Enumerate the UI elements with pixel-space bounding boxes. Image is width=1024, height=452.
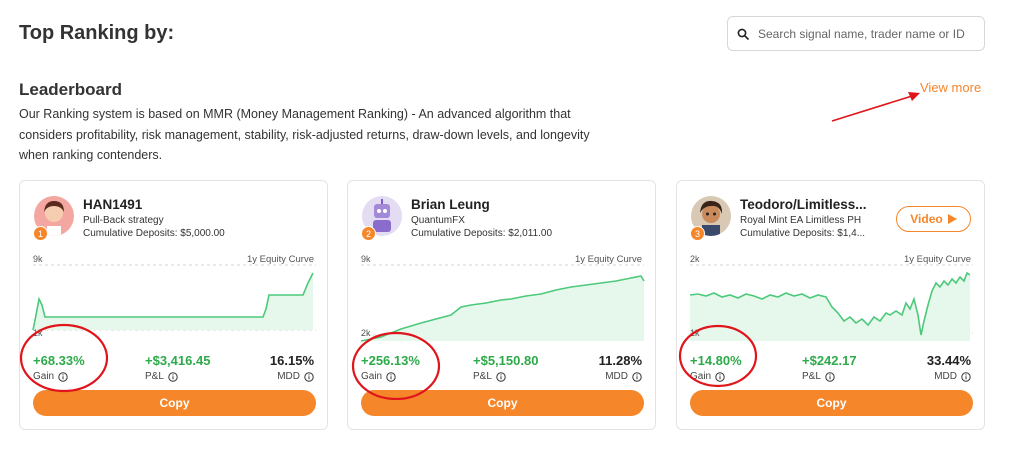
annotation-circle xyxy=(19,323,109,393)
equity-curve-label: 1y Equity Curve xyxy=(574,254,642,265)
mdd-stat: 11.28% MDD xyxy=(599,353,642,382)
video-button[interactable]: Video xyxy=(896,206,971,232)
gain-label: Gain xyxy=(361,371,383,382)
strategy-name: Pull-Back strategy xyxy=(83,215,164,226)
rank-badge: 3 xyxy=(690,226,705,241)
equity-curve-label: 1y Equity Curve xyxy=(903,254,971,265)
cumulative-deposits: Cumulative Deposits: $2,011.00 xyxy=(411,228,553,239)
cumulative-deposits: Cumulative Deposits: $5,000.00 xyxy=(83,228,225,239)
gain-value: +14.80% xyxy=(690,353,742,368)
mdd-value: 33.44% xyxy=(926,353,971,368)
gain-label: Gain xyxy=(690,371,712,382)
mdd-label: MDD xyxy=(934,371,957,382)
robot-avatar xyxy=(362,196,402,236)
annotation-arrow xyxy=(831,92,920,122)
info-icon[interactable] xyxy=(58,371,68,382)
pnl-value: +$3,416.45 xyxy=(145,353,211,368)
trader-card-1: 1 HAN1491 Pull-Back strategy Cumulative … xyxy=(19,180,328,430)
strategy-name: QuantumFX xyxy=(411,215,465,226)
trader-name[interactable]: Brian Leung xyxy=(411,197,490,212)
info-icon[interactable] xyxy=(304,371,314,382)
strategy-name: Royal Mint EA Limitless PH xyxy=(740,215,862,226)
mdd-stat: 16.15% MDD xyxy=(270,353,314,382)
info-icon[interactable] xyxy=(386,371,396,382)
equity-curve-line xyxy=(689,271,971,336)
equity-curve-area xyxy=(361,276,644,341)
leaderboard-title: Leaderboard xyxy=(19,80,122,99)
info-icon[interactable] xyxy=(168,371,178,382)
video-label: Video xyxy=(910,212,943,226)
copy-button[interactable]: Copy xyxy=(361,390,644,416)
gain-stat: +256.13% Gain xyxy=(361,353,420,382)
equity-curve-line xyxy=(32,272,314,331)
gain-value: +68.33% xyxy=(33,353,85,368)
trader-card-2: 2 Brian Leung QuantumFX Cumulative Depos… xyxy=(347,180,656,430)
pnl-value: +$5,150.80 xyxy=(473,353,539,368)
mdd-stat: 33.44% MDD xyxy=(927,353,971,382)
mdd-value: 11.28% xyxy=(598,353,642,368)
equity-curve-chart xyxy=(360,255,645,342)
y-max-label: 9k xyxy=(361,254,371,264)
info-icon[interactable] xyxy=(632,371,642,382)
info-icon[interactable] xyxy=(496,371,506,382)
search-icon xyxy=(737,28,749,40)
trader-name[interactable]: Teodoro/Limitless... xyxy=(740,197,867,212)
y-max-label: 2k xyxy=(690,254,700,264)
info-icon[interactable] xyxy=(715,371,725,382)
pnl-label: P&L xyxy=(145,371,164,382)
y-max-label: 9k xyxy=(33,254,43,264)
trader-name[interactable]: HAN1491 xyxy=(83,197,143,212)
y-min-label: 2k xyxy=(361,328,371,338)
mdd-label: MDD xyxy=(277,371,300,382)
annotation-circle xyxy=(351,331,441,400)
play-icon xyxy=(947,214,957,224)
mdd-label: MDD xyxy=(605,371,628,382)
annotation-circle xyxy=(678,324,758,388)
info-icon[interactable] xyxy=(961,371,971,382)
equity-curve-area xyxy=(690,273,970,341)
male-avatar xyxy=(691,196,731,236)
pnl-stat: +$5,150.80 P&L xyxy=(473,353,538,382)
view-more-link[interactable]: View more xyxy=(920,80,982,95)
page-title: Top Ranking by: xyxy=(19,22,175,44)
leaderboard-description: Our Ranking system is based on MMR (Mone… xyxy=(19,107,590,162)
equity-curve-label: 1y Equity Curve xyxy=(246,254,314,265)
gain-stat: +68.33% Gain xyxy=(33,353,85,382)
pnl-stat: +$3,416.45 P&L xyxy=(145,353,210,382)
copy-button[interactable]: Copy xyxy=(690,390,973,416)
gain-value: +256.13% xyxy=(361,353,420,368)
pnl-value: +$242.17 xyxy=(802,353,857,368)
gain-label: Gain xyxy=(33,371,55,382)
cumulative-deposits: Cumulative Deposits: $1,4... xyxy=(740,228,866,239)
search-box[interactable] xyxy=(727,16,985,51)
rank-badge: 2 xyxy=(361,226,376,241)
rank-badge: 1 xyxy=(33,226,48,241)
trader-card-3: 3 Teodoro/Limitless... Royal Mint EA Lim… xyxy=(676,180,985,430)
mdd-value: 16.15% xyxy=(269,353,314,368)
equity-curve-line xyxy=(360,275,645,342)
search-input[interactable] xyxy=(758,26,978,41)
info-icon[interactable] xyxy=(825,371,835,382)
gain-stat: +14.80% Gain xyxy=(690,353,742,382)
copy-button[interactable]: Copy xyxy=(33,390,316,416)
pnl-stat: +$242.17 P&L xyxy=(802,353,857,382)
pnl-label: P&L xyxy=(473,371,492,382)
pnl-label: P&L xyxy=(802,371,821,382)
equity-curve-chart xyxy=(689,255,973,341)
